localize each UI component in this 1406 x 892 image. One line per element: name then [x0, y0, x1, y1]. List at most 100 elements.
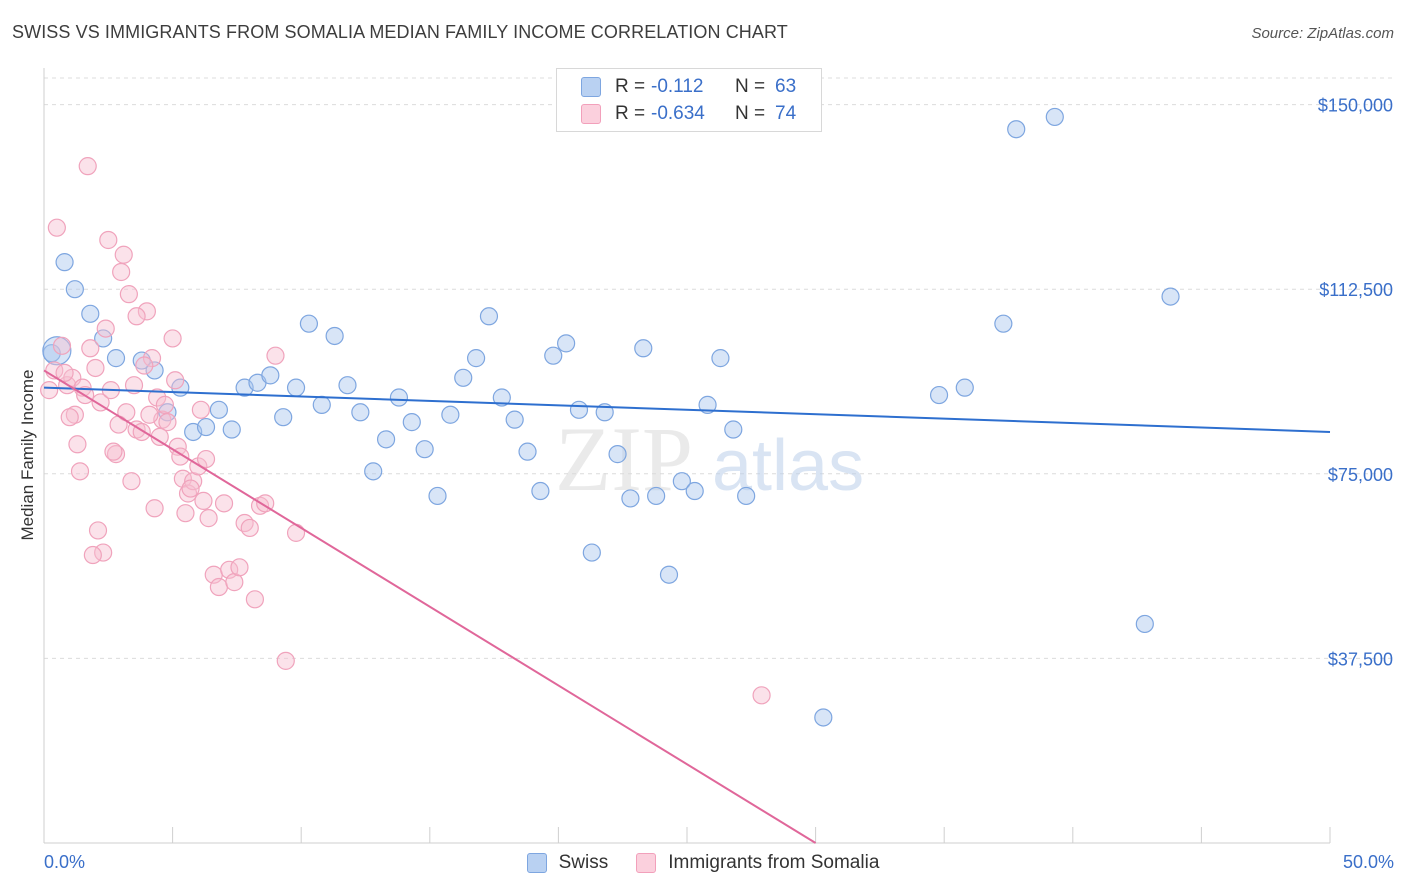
swiss-point: [659, 565, 679, 584]
somalia-point: [176, 504, 195, 523]
swiss-point: [1007, 120, 1026, 139]
legend-row-swiss: R = -0.112 N = 63: [581, 75, 796, 99]
swiss-point: [299, 314, 319, 333]
swiss-point: [1135, 614, 1154, 634]
somalia-point: [119, 285, 138, 304]
somalia-point: [155, 395, 174, 414]
swiss-point: [209, 400, 228, 419]
somalia-point: [166, 371, 185, 390]
swiss-point: [196, 417, 216, 437]
swiss-point: [698, 395, 717, 414]
somalia-point: [235, 513, 254, 533]
somalia-point: [55, 363, 74, 382]
y-axis-label: Median Family Income: [18, 369, 37, 541]
somalia-point: [148, 388, 167, 407]
chart-title: SWISS VS IMMIGRANTS FROM SOMALIA MEDIAN …: [12, 22, 788, 42]
somalia-point: [752, 686, 771, 705]
swiss-n-label: N =: [735, 76, 766, 97]
legend-label-swiss: Swiss: [558, 852, 609, 873]
swiss-point: [106, 349, 126, 368]
swiss-point: [634, 339, 653, 358]
swiss-r-label: R =: [615, 76, 646, 97]
swiss-point: [1161, 287, 1180, 306]
swiss-point: [428, 486, 447, 506]
swiss-point: [518, 442, 537, 461]
somalia-point: [124, 376, 144, 395]
somalia-point: [181, 479, 200, 498]
swiss-point: [325, 326, 344, 346]
somalia-point: [68, 435, 87, 454]
swiss-point: [415, 440, 434, 459]
swiss-swatch: [581, 77, 601, 97]
somalia-point: [78, 157, 97, 176]
swiss-point: [42, 336, 72, 366]
x-tick-label-min: 0.0%: [44, 852, 86, 872]
legend-label-somalia: Immigrants from Somalia: [668, 852, 880, 873]
somalia-point: [114, 245, 133, 264]
somalia-point: [145, 499, 164, 518]
somalia-point: [163, 329, 182, 348]
swiss-point: [672, 472, 691, 491]
somalia-trend-line: [43, 369, 817, 844]
source-credit: Source: ZipAtlas.com: [1251, 25, 1394, 42]
swiss-points: [42, 107, 1180, 727]
somalia-point: [52, 336, 72, 355]
swiss-point: [929, 385, 949, 405]
legend-swatch-somalia: [636, 853, 657, 873]
somalia-point: [60, 408, 79, 427]
swiss-point: [608, 445, 627, 464]
somalia-point: [127, 307, 146, 326]
legend-item-somalia: Immigrants from Somalia: [636, 852, 879, 874]
swiss-point: [582, 543, 601, 562]
swiss-point: [402, 413, 421, 432]
y-tick-label: $37,500: [1328, 649, 1393, 669]
legend-item-swiss: Swiss: [526, 852, 609, 874]
swiss-point: [286, 378, 306, 397]
somalia-r-value: -0.634: [651, 103, 705, 124]
somalia-point: [88, 521, 108, 540]
somalia-point: [191, 400, 210, 419]
swiss-point: [338, 376, 357, 395]
swiss-point: [569, 400, 589, 419]
y-tick-label: $112,500: [1319, 280, 1393, 300]
swiss-point: [55, 253, 74, 272]
somalia-n-value: 74: [775, 103, 797, 124]
swiss-point: [711, 349, 730, 368]
somalia-point: [70, 462, 90, 481]
somalia-point: [140, 405, 159, 424]
swiss-point: [261, 366, 280, 385]
swiss-point: [814, 708, 833, 727]
x-tick-label-max: 50.0%: [1342, 852, 1394, 872]
swiss-n-value: 63: [775, 76, 797, 97]
somalia-point: [112, 262, 131, 282]
somalia-r-label: R =: [615, 103, 646, 124]
swiss-trend-line: [43, 386, 1331, 433]
legend-row-somalia: R = -0.634 N = 74: [581, 102, 796, 126]
somalia-point: [214, 494, 234, 513]
swiss-point: [274, 408, 293, 427]
legend-swatch-swiss: [526, 853, 547, 873]
somalia-point: [106, 445, 126, 464]
somalia-point: [104, 442, 123, 461]
swiss-point: [389, 388, 409, 407]
somalia-point: [142, 349, 162, 368]
swiss-point: [724, 420, 743, 439]
somalia-point: [266, 346, 285, 365]
swiss-point: [454, 368, 473, 387]
swiss-point: [685, 481, 704, 501]
somalia-point: [286, 523, 306, 542]
swiss-point: [479, 307, 499, 326]
somalia-point: [81, 339, 100, 358]
swiss-point: [621, 489, 640, 508]
somalia-points: [40, 157, 771, 705]
somalia-point: [86, 358, 105, 378]
series-legend: Swiss Immigrants from Somalia: [0, 852, 1406, 874]
swiss-point: [1045, 107, 1064, 127]
somalia-point: [230, 558, 249, 577]
swiss-point: [994, 314, 1013, 333]
swiss-r-value: -0.112: [651, 76, 704, 97]
somalia-point: [83, 545, 102, 565]
somalia-swatch: [581, 104, 601, 124]
y-tick-label: $150,000: [1318, 96, 1393, 116]
